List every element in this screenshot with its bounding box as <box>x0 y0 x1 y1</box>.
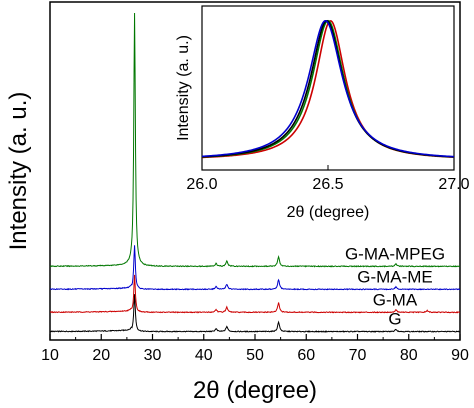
inset-series-line <box>201 20 455 158</box>
series-line-g-ma-mpeg <box>49 13 461 268</box>
main-plot: GG-MA G-MA-ME G-MA-MPEG 10 20 30 40 50 60 70 80 90… <box>5 1 469 404</box>
series-line-g-ma <box>49 274 461 314</box>
main-series-group <box>49 13 461 333</box>
inset-y-axis-label: Intensity (a. u.) <box>175 35 192 141</box>
series-label-g-ma-me: G-MA-ME <box>357 267 433 286</box>
series-label-g-ma-mpeg: G-MA-MPEG <box>345 244 445 263</box>
main-series-labels: GG-MA G-MA-ME G-MA-MPEG <box>345 244 445 328</box>
inset-x-tick-label: 26.5 <box>312 176 343 193</box>
series-line-g-ma-me <box>49 245 461 291</box>
inset-x-ticks: 26.0 26.5 27.0 <box>186 165 470 193</box>
inset-series-group <box>201 19 455 159</box>
main-x-ticks: 10 20 30 40 50 60 70 80 90 <box>41 334 469 364</box>
inset-plot-frame <box>201 5 455 171</box>
main-x-tick-label: 60 <box>297 347 315 364</box>
main-x-tick-label: 10 <box>41 347 59 364</box>
main-x-tick-label: 80 <box>400 347 418 364</box>
inset-x-axis-label: 2θ (degree) <box>287 204 370 221</box>
inset-x-tick-label: 26.0 <box>186 176 217 193</box>
main-x-tick-label: 40 <box>195 347 213 364</box>
inset-plot: 26.0 26.5 27.0 2θ (degree) Intensity (a. u… <box>175 5 470 221</box>
series-label-g-ma: G-MA <box>373 290 418 309</box>
main-x-tick-label: 30 <box>144 347 162 364</box>
main-x-tick-label: 50 <box>246 347 264 364</box>
main-x-tick-label: 70 <box>349 347 367 364</box>
series-label-g: G <box>388 310 401 329</box>
main-x-tick-label: 90 <box>451 347 469 364</box>
inset-x-tick-label: 27.0 <box>438 176 469 193</box>
main-x-tick-label: 20 <box>92 347 110 364</box>
main-y-axis-label: Intensity (a. u.) <box>5 92 32 251</box>
series-line-g <box>49 294 461 333</box>
main-x-axis-label: 2θ (degree) <box>193 377 317 404</box>
